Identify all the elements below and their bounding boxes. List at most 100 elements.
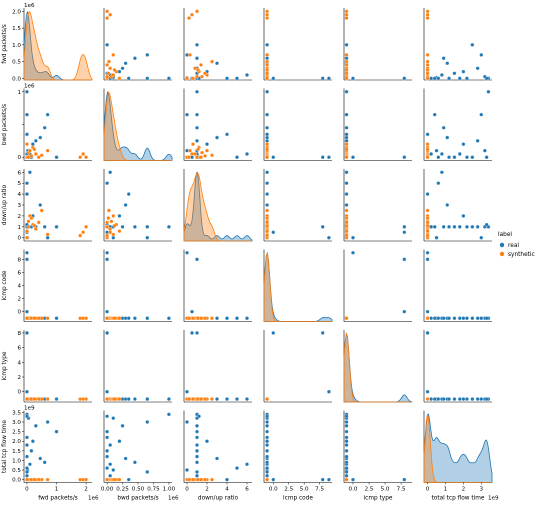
point-real bbox=[195, 112, 199, 117]
point-real bbox=[45, 235, 50, 240]
point-synthetic bbox=[78, 477, 83, 482]
point-synthetic bbox=[210, 477, 214, 482]
point-real bbox=[447, 76, 451, 81]
point-real bbox=[402, 477, 407, 482]
point-real bbox=[326, 155, 331, 160]
panel-fwd-vs-type bbox=[343, 8, 412, 81]
panel-fwd-vs-ratio bbox=[183, 8, 252, 81]
point-real bbox=[326, 76, 331, 81]
point-real bbox=[265, 89, 270, 94]
point-synthetic bbox=[25, 235, 29, 240]
y-tick-label: 0.5 bbox=[12, 60, 21, 66]
point-synthetic bbox=[265, 62, 270, 67]
point-real bbox=[185, 420, 189, 424]
point-real bbox=[195, 448, 199, 453]
point-real bbox=[245, 316, 249, 321]
point-synthetic bbox=[203, 316, 207, 321]
density-synthetic bbox=[343, 332, 412, 403]
point-real bbox=[457, 316, 462, 321]
point-synthetic bbox=[344, 208, 349, 213]
point-synthetic bbox=[193, 66, 197, 71]
point-real bbox=[436, 397, 441, 402]
point-real bbox=[447, 397, 451, 402]
x-tick-label: 0 bbox=[25, 487, 29, 493]
point-synthetic bbox=[265, 147, 270, 152]
panel-code-vs-code bbox=[263, 249, 333, 322]
point-real bbox=[25, 389, 29, 394]
point-real bbox=[320, 330, 325, 335]
point-real bbox=[27, 462, 32, 467]
y-tick-label: 0.0 bbox=[12, 76, 21, 82]
point-real bbox=[436, 155, 441, 160]
point-real bbox=[271, 477, 276, 482]
point-real bbox=[320, 76, 325, 81]
point-real bbox=[265, 429, 270, 434]
point-synthetic bbox=[425, 71, 430, 76]
point-real bbox=[195, 435, 199, 440]
point-real bbox=[344, 473, 349, 478]
point-synthetic bbox=[425, 9, 430, 14]
point-real bbox=[484, 397, 489, 402]
point-synthetic bbox=[199, 397, 203, 402]
point-real bbox=[120, 66, 125, 71]
point-synthetic bbox=[199, 62, 203, 67]
point-real bbox=[25, 89, 29, 94]
point-synthetic bbox=[195, 155, 199, 160]
point-real bbox=[429, 397, 434, 402]
x-tick-label: 5.0 bbox=[381, 487, 390, 493]
point-synthetic bbox=[344, 223, 349, 228]
point-synthetic bbox=[203, 71, 207, 76]
point-real bbox=[432, 76, 437, 81]
point-synthetic bbox=[45, 232, 50, 237]
point-real bbox=[195, 443, 199, 448]
point-real bbox=[25, 330, 29, 335]
point-real bbox=[475, 397, 480, 402]
point-synthetic bbox=[344, 62, 349, 67]
point-synthetic bbox=[344, 67, 349, 72]
x-tick-label: 7.5 bbox=[315, 487, 324, 493]
point-synthetic bbox=[25, 142, 29, 147]
point-real bbox=[271, 76, 276, 81]
point-real bbox=[475, 316, 480, 321]
x-tick-label: 0 bbox=[185, 487, 189, 493]
point-synthetic bbox=[109, 219, 114, 224]
point-real bbox=[195, 56, 199, 61]
point-real bbox=[185, 112, 189, 117]
panel-type-vs-type bbox=[343, 330, 413, 403]
point-synthetic bbox=[29, 216, 34, 221]
point-synthetic bbox=[265, 76, 270, 81]
point-synthetic bbox=[39, 153, 44, 158]
point-real bbox=[42, 125, 47, 130]
point-real bbox=[447, 316, 451, 321]
panel-tcp-vs-tcp: 0 1 2 3 total tcp flow time 1e9 bbox=[423, 410, 499, 502]
x-tick-label: 0.0 bbox=[349, 487, 358, 493]
point-real bbox=[452, 224, 457, 229]
point-real bbox=[195, 473, 199, 478]
point-real bbox=[475, 138, 480, 143]
point-real bbox=[38, 135, 43, 140]
point-real bbox=[402, 257, 407, 262]
point-real bbox=[185, 468, 189, 472]
point-synthetic bbox=[39, 208, 44, 213]
point-real bbox=[105, 309, 110, 314]
point-real bbox=[195, 89, 199, 94]
y-tick-label: 8 bbox=[17, 257, 21, 263]
point-real bbox=[344, 435, 349, 440]
point-synthetic bbox=[344, 147, 349, 152]
y-tick-label: 1.5 bbox=[12, 26, 21, 32]
point-real bbox=[271, 155, 276, 160]
point-real bbox=[105, 330, 110, 335]
point-real bbox=[42, 460, 47, 465]
point-synthetic bbox=[344, 220, 349, 225]
point-synthetic bbox=[45, 477, 50, 482]
point-synthetic bbox=[105, 233, 110, 238]
point-real bbox=[461, 213, 466, 218]
x-tick-label: 2.5 bbox=[365, 487, 374, 493]
point-real bbox=[42, 224, 47, 229]
y-tick-label: 4 bbox=[17, 192, 21, 198]
point-real bbox=[425, 192, 430, 197]
point-real bbox=[475, 224, 480, 229]
y-tick-label: 2.0 bbox=[12, 439, 21, 445]
point-real bbox=[465, 397, 469, 402]
point-synthetic bbox=[344, 71, 349, 76]
